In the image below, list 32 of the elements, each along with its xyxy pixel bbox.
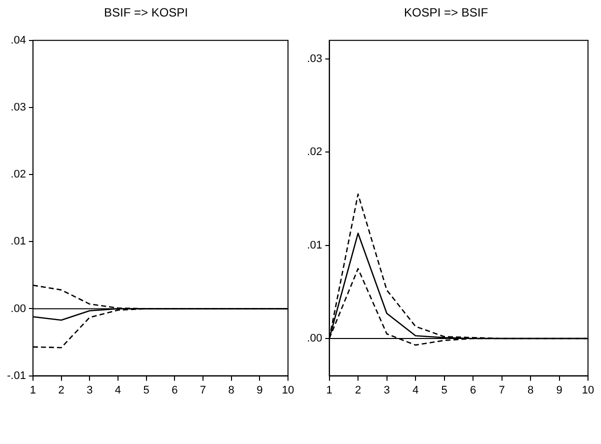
x-tick-label: 7 [200, 384, 206, 396]
x-tick-label: 4 [114, 384, 122, 396]
y-tick-label: .01 [306, 239, 322, 252]
x-tick-label: 4 [412, 384, 419, 396]
x-tick-label: 6 [470, 384, 476, 396]
y-tick-label: .02 [306, 146, 322, 158]
y-tick-label: .03 [306, 53, 322, 66]
x-tick-label: 8 [527, 384, 534, 396]
x-tick-label: 1 [30, 384, 36, 396]
y-tick-label: .00 [306, 332, 322, 345]
x-tick-label: 9 [256, 384, 263, 396]
x-tick-label: 2 [58, 384, 64, 396]
y-tick-label: -.01 [6, 370, 26, 382]
y-tick-label: .03 [10, 102, 26, 114]
y-tick-label: .00 [10, 302, 26, 315]
x-tick-label: 6 [172, 384, 178, 396]
x-tick-label: 2 [354, 384, 362, 396]
chart-title: BSIF => KOSPI [104, 6, 188, 20]
x-tick-label: 10 [582, 384, 594, 396]
y-tick-label: .02 [10, 168, 26, 181]
x-tick-label: 3 [384, 384, 390, 396]
x-tick-label: 5 [441, 384, 448, 396]
x-tick-label: 10 [282, 384, 294, 396]
x-tick-label: 8 [228, 384, 234, 396]
y-tick-label: .01 [10, 236, 26, 248]
x-tick-label: 9 [556, 384, 562, 396]
x-tick-label: 5 [143, 384, 150, 396]
x-tick-label: 3 [86, 384, 93, 396]
x-tick-label: 1 [326, 384, 332, 396]
y-tick-label: .04 [10, 34, 26, 46]
chart-title: KOSPI => BSIF [404, 6, 488, 20]
x-tick-label: 7 [498, 384, 505, 396]
